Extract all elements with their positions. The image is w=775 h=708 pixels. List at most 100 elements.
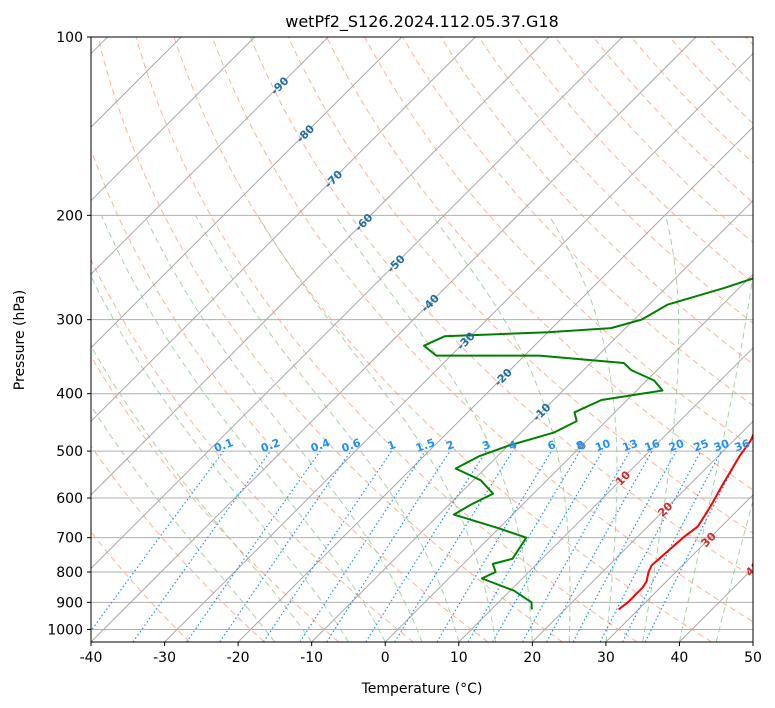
dry-adiabat-line [516,37,753,284]
x-tick-label: 10 [450,650,468,666]
isotherm-label: -40 [419,292,442,315]
mixing-ratio-label: 36 [733,437,752,455]
temperature-line [617,432,753,611]
isotherm-label: 10 [613,468,633,488]
isotherm-line [91,37,697,642]
dry-adiabat-line [592,37,753,204]
mixing-ratio-line [132,450,271,642]
mixing-ratio-line [186,450,321,642]
mixing-ratio-line [546,450,653,642]
mixing-ratio-label: 30 [712,437,731,455]
isotherm-line [679,567,753,642]
dry-adiabat-line [745,37,753,46]
x-tick-label: 40 [671,650,689,666]
moist-adiabat-line [431,215,571,642]
isotherm-label: 40 [743,559,763,579]
mixing-ratio-line [326,450,451,642]
x-tick-label: -30 [153,650,176,666]
mixing-ratio-label: 0.2 [259,436,282,455]
x-tick-label: -40 [80,650,103,666]
mixing-ratio-label: 10 [593,437,612,455]
dry-adiabat-line [287,37,753,534]
mixing-ratio-label: 1.5 [414,436,437,455]
mixing-ratio-line [436,450,553,642]
isotherm-line [164,52,753,642]
isotherm-line [91,37,623,570]
y-tick-label: 800 [56,565,83,581]
moist-adiabat-line [91,404,276,642]
mixing-ratio-labels: 0.1 0.2 0.4 0.6 1 1.5 2 3 4 6 8 10 13 16 20 25 30 36 [212,436,752,455]
dry-adiabat-line [554,37,753,244]
plot-frame [90,36,754,643]
dry-adiabat-line [669,37,753,125]
dry-adiabat-line [478,37,753,324]
mixing-ratio-label: 2 [444,438,456,453]
mixing-ratio-line [299,450,426,642]
moist-adiabat-line [101,215,386,642]
moist-adiabat-line [257,215,497,642]
dry-adiabat-line [326,37,753,491]
x-tick-label: 0 [381,650,390,666]
moist-adiabat-line [678,270,753,642]
mixing-ratio-line [219,450,352,642]
mixing-ratio-line [644,450,743,642]
x-tick-label: 30 [597,650,615,666]
isotherm-line [752,641,753,642]
y-axis-title: Pressure (hPa) [12,290,28,390]
mixing-ratio-label: 0.6 [340,436,363,455]
x-tick-label: 50 [744,650,762,666]
mixing-ratio-label: 0.4 [309,436,332,455]
dry-adiabats [91,37,753,642]
moist-adiabat-line [334,215,533,642]
y-tick-label: 900 [56,595,83,611]
y-tick-label: 700 [56,531,83,547]
dry-adiabat-line [211,37,753,623]
y-tick-label: 500 [56,444,83,460]
y-tick-label: 1000 [47,622,83,638]
dry-adiabat-line [707,37,753,85]
moist-adiabat-line [91,345,313,642]
mixing-ratio-line [521,450,631,642]
y-tick-label: 600 [56,491,83,507]
mixing-ratio-line [91,450,224,632]
sounding-series [423,277,753,611]
isobar-grid [91,37,753,630]
x-axis-ticks: -40 -30 -20 -10 0 10 20 30 40 50 [80,642,762,666]
isotherm-line [91,37,550,496]
isotherms [91,37,753,642]
dry-adiabat-line [440,37,753,365]
mixing-ratio-line [394,450,514,642]
isotherm-line [91,37,256,202]
mixing-ratio-line [262,450,392,642]
isotherm-line [311,199,753,642]
mixing-ratio-line [572,450,677,642]
isotherm-line [91,37,403,349]
moist-adiabats [91,215,753,642]
moist-adiabat-line [195,215,460,642]
isotherm-label: -50 [385,252,408,275]
dry-adiabat-line [91,445,265,642]
isotherm-line [91,37,329,275]
isotherm-line [531,420,753,642]
mixing-ratio-lines [91,450,743,642]
dry-adiabat-line [97,37,563,642]
dry-adiabat-line [91,148,489,642]
mixing-ratio-label: 0.1 [212,436,235,455]
dry-adiabat-line [91,531,191,642]
moist-adiabat-line [642,215,680,642]
y-axis-ticks: 100 200 300 400 500 600 700 800 900 1000 [47,30,91,638]
isotherm-line [384,273,753,642]
isotherm-line [237,126,753,642]
mixing-ratio-label: 6 [546,438,558,453]
moist-adiabat-line [144,215,423,642]
dry-adiabat-line [91,258,414,642]
isotherm-line [605,494,753,642]
mixing-ratio-label: 3 [480,438,492,453]
mixing-ratio-label: 20 [667,437,686,455]
isotherm-line [91,37,476,423]
y-tick-label: 200 [56,208,83,224]
dewpoint-line [423,277,753,610]
dry-adiabat-line [173,37,713,642]
y-tick-label: 400 [56,387,83,403]
